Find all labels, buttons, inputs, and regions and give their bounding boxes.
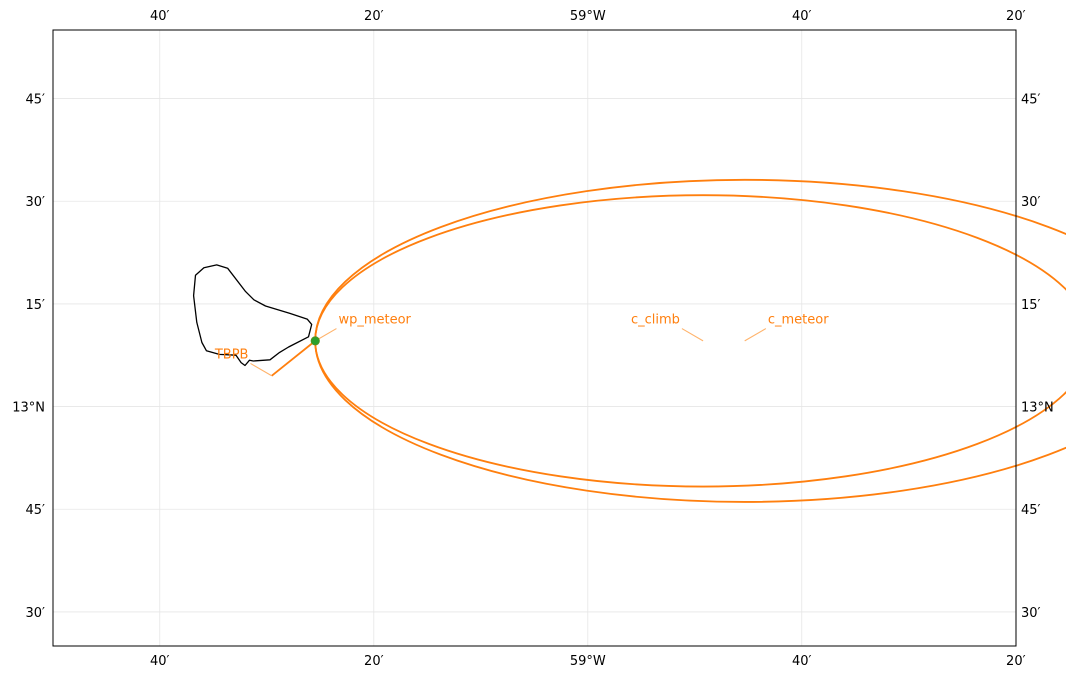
lat-tick-label-left: 30′ [26, 195, 46, 210]
circle-c-climb [314, 194, 1066, 488]
lat-tick-label-left: 45′ [26, 503, 46, 518]
lon-tick-label-bottom: 40′ [792, 654, 812, 669]
graticule [53, 30, 1017, 646]
lat-tick-label-right: 45′ [1021, 503, 1041, 518]
coastline-barbados [192, 264, 313, 367]
lon-tick-label-top: 20′ [364, 9, 384, 24]
tick-labels: 40′40′20′20′59°W59°W40′40′20′20′58°W58°W… [12, 9, 1054, 669]
lat-tick-label-left: 15′ [26, 298, 46, 313]
lat-tick-label-left: 13°N [12, 401, 45, 416]
label-leader-tbpb [250, 362, 272, 377]
lat-tick-label-left: 30′ [26, 606, 46, 621]
lat-tick-label-right: 30′ [1021, 195, 1041, 210]
lon-tick-label-bottom: 40′ [150, 654, 170, 669]
lon-tick-label-bottom: 20′ [1006, 654, 1026, 669]
label-leader-c-climb [681, 328, 704, 342]
label-wp-meteor: wp_meteor [338, 313, 411, 328]
lat-tick-label-right: 15′ [1021, 298, 1041, 313]
lon-tick-label-top: 40′ [792, 9, 812, 24]
label-leader-c-meteor [744, 328, 767, 342]
waypoint-marker [310, 336, 320, 346]
lon-tick-label-bottom: 59°W [570, 654, 606, 669]
map-frame [52, 29, 1017, 647]
lat-tick-label-right: 45′ [1021, 93, 1041, 108]
circle-c-meteor [314, 178, 1066, 503]
map-features: wp_meteor TBPB c_climb c_meteor [192, 178, 1066, 503]
lon-tick-label-top: 59°W [570, 9, 606, 24]
lat-tick-label-right: 13°N [1021, 401, 1054, 416]
lat-tick-label-right: 30′ [1021, 606, 1041, 621]
label-tbpb: TBPB [214, 347, 249, 362]
label-c-climb: c_climb [631, 313, 680, 328]
label-c-meteor: c_meteor [768, 313, 829, 328]
lon-tick-label-top: 40′ [150, 9, 170, 24]
route-segment [271, 340, 316, 377]
lon-tick-label-bottom: 20′ [364, 654, 384, 669]
lon-tick-label-top: 20′ [1006, 9, 1026, 24]
lat-tick-label-left: 45′ [26, 93, 46, 108]
